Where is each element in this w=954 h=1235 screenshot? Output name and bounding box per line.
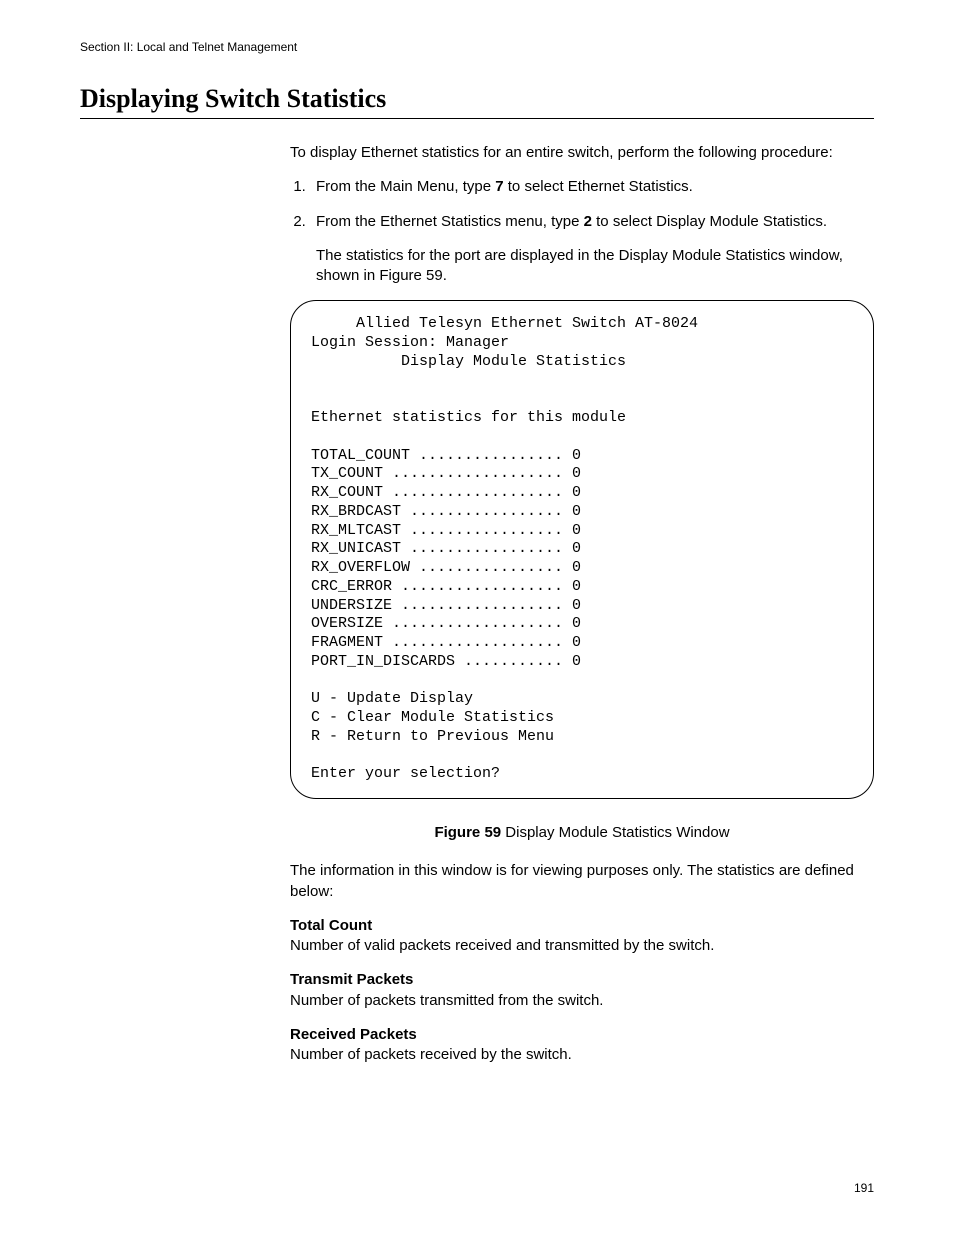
step-1: From the Main Menu, type 7 to select Eth…: [310, 177, 874, 197]
step-2-key: 2: [584, 213, 592, 230]
page: Section II: Local and Telnet Management …: [0, 0, 954, 1235]
body-content: To display Ethernet statistics for an en…: [290, 143, 874, 1065]
title-rule: [80, 118, 874, 119]
def-received-packets: Received Packets Number of packets recei…: [290, 1025, 874, 1066]
step-2-pre: From the Ethernet Statistics menu, type: [316, 213, 584, 230]
def-total-count: Total Count Number of valid packets rece…: [290, 916, 874, 957]
page-number: 191: [854, 1181, 874, 1195]
step-1-pre: From the Main Menu, type: [316, 178, 495, 195]
step-1-post: to select Ethernet Statistics.: [504, 178, 693, 195]
step-1-key: 7: [495, 178, 503, 195]
intro-paragraph: To display Ethernet statistics for an en…: [290, 143, 874, 163]
def-desc: Number of packets transmitted from the s…: [290, 992, 603, 1009]
figure-label: Figure 59: [434, 824, 501, 841]
running-header: Section II: Local and Telnet Management: [80, 40, 874, 54]
def-transmit-packets: Transmit Packets Number of packets trans…: [290, 970, 874, 1011]
def-term: Total Count: [290, 917, 372, 934]
page-title: Displaying Switch Statistics: [80, 84, 874, 114]
def-term: Received Packets: [290, 1026, 417, 1043]
after-figure-paragraph: The information in this window is for vi…: [290, 861, 874, 902]
def-desc: Number of valid packets received and tra…: [290, 937, 714, 954]
terminal-window: Allied Telesyn Ethernet Switch AT-8024 L…: [290, 300, 874, 799]
def-desc: Number of packets received by the switch…: [290, 1046, 572, 1063]
figure-caption-text: Display Module Statistics Window: [501, 824, 729, 841]
procedure-list: From the Main Menu, type 7 to select Eth…: [290, 177, 874, 286]
step-2-post: to select Display Module Statistics.: [592, 213, 827, 230]
figure-caption: Figure 59 Display Module Statistics Wind…: [290, 823, 874, 843]
step-2: From the Ethernet Statistics menu, type …: [310, 212, 874, 287]
def-term: Transmit Packets: [290, 971, 413, 988]
step-2-note: The statistics for the port are displaye…: [316, 246, 874, 287]
